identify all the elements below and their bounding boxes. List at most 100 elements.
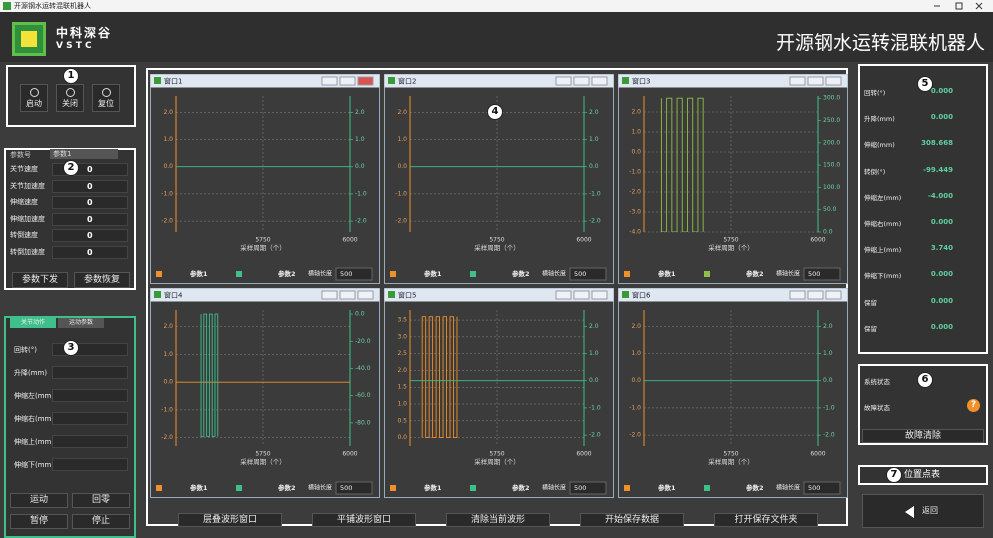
button[interactable]: 故障清除: [862, 429, 984, 443]
window-control[interactable]: [555, 290, 572, 300]
waveform-window: 窗口3 5750 6000 2.0 1.0 0.0 -1.0 -2.0 -3.0 -4.0 300.…: [618, 74, 848, 284]
state-label: 系统状态: [864, 378, 890, 386]
window-control[interactable]: [357, 76, 374, 86]
window-control[interactable]: [789, 290, 806, 300]
length-input[interactable]: [803, 481, 841, 495]
length-value: 500: [574, 484, 586, 492]
x-axis-label: 采样周期（个）: [474, 243, 520, 252]
button[interactable]: 清除当前波形: [446, 513, 550, 527]
window-controls[interactable]: [930, 0, 990, 12]
x-axis-label: 采样周期（个）: [240, 243, 286, 252]
y-tick-label: -2.0: [161, 218, 173, 225]
window-control[interactable]: [573, 76, 590, 86]
length-input[interactable]: [335, 267, 373, 281]
legend-swatch: [704, 485, 710, 491]
y-tick-label: -1.0: [161, 190, 173, 197]
button[interactable]: 关闭: [56, 84, 84, 112]
button[interactable]: 停止: [72, 514, 130, 529]
length-value: 500: [340, 484, 352, 492]
joint-input[interactable]: [52, 412, 128, 425]
legend-swatch: [390, 485, 396, 491]
button[interactable]: 层叠波形窗口: [178, 513, 282, 527]
waveform-window: 窗口4 5750 6000 2.0 1.0 0.0 -1.0 -2.0 0.0 -20.0 -40.…: [150, 288, 380, 498]
legend-swatch: [470, 485, 476, 491]
status-value: 0.000: [930, 322, 953, 331]
button[interactable]: 开始保存数据: [580, 513, 684, 527]
param-value: 0: [87, 198, 93, 207]
y2-tick-label: -1.0: [589, 190, 601, 197]
tab[interactable]: 运动参数: [58, 318, 104, 328]
y2-tick-label: 2.0: [589, 109, 599, 116]
button[interactable]: 参数恢复: [74, 272, 130, 288]
length-input[interactable]: [569, 267, 607, 281]
window-control[interactable]: [357, 290, 374, 300]
window-control[interactable]: [789, 76, 806, 86]
window-control[interactable]: [825, 290, 842, 300]
legend-label: 参数1: [424, 483, 442, 492]
length-input[interactable]: [803, 267, 841, 281]
button[interactable]: 返回: [862, 494, 984, 528]
window-control[interactable]: [339, 290, 356, 300]
length-value: 500: [808, 484, 820, 492]
y2-tick-label: -80.0: [355, 419, 371, 426]
joint-input[interactable]: [52, 389, 128, 402]
window-control[interactable]: [321, 76, 338, 86]
param-input[interactable]: 0: [52, 179, 128, 193]
status-label: 伸缩左(mm): [864, 193, 902, 202]
logo-name: 中科深谷: [56, 26, 113, 40]
param-input[interactable]: 0: [52, 212, 128, 226]
y-tick-label: 0.0: [163, 379, 173, 386]
param-value: 0: [87, 214, 93, 224]
window-control[interactable]: [591, 76, 608, 86]
badge: 4: [487, 104, 503, 120]
window-control[interactable]: [339, 76, 356, 86]
button[interactable]: 回零: [72, 493, 130, 508]
param-input[interactable]: 0: [52, 196, 128, 209]
x-tick-label: 5750: [489, 237, 504, 244]
window-icon: [154, 291, 161, 298]
button[interactable]: 平铺波形窗口: [312, 513, 416, 527]
y-tick-label: 3.0: [397, 333, 407, 340]
length-value: 500: [808, 270, 820, 278]
length-input[interactable]: [335, 481, 373, 495]
button[interactable]: 打开保存文件夹: [714, 513, 818, 527]
window-icon: [388, 77, 395, 84]
window-title: 窗口3: [632, 77, 650, 86]
y2-tick-label: 250.0: [823, 117, 840, 124]
button[interactable]: 复位: [92, 84, 120, 112]
joint-input[interactable]: [52, 458, 128, 471]
status-label: 伸缩右(mm): [864, 220, 902, 228]
window-title: 窗口6: [632, 291, 651, 300]
y-tick-label: 3.5: [397, 317, 407, 324]
window-control[interactable]: [321, 290, 338, 300]
status-value: 0.000: [930, 296, 953, 305]
window-control[interactable]: [807, 290, 824, 300]
param-input[interactable]: 0: [52, 245, 128, 259]
button[interactable]: 参数下发: [12, 272, 68, 288]
tab[interactable]: 关节动作: [10, 318, 56, 328]
point-table-button[interactable]: 位置点表: [904, 470, 941, 480]
y-tick-label: 2.0: [163, 109, 173, 116]
button[interactable]: 运动: [10, 493, 68, 508]
param-input[interactable]: 0: [52, 229, 128, 242]
button[interactable]: 暂停: [10, 514, 68, 529]
waveform-window: 窗口5 5750 6000 3.5 3.0 2.5 2.0 1.5 1.0 0.5 0.0 2.0 1.…: [384, 288, 614, 498]
window-control[interactable]: [555, 76, 572, 86]
length-input[interactable]: [569, 481, 607, 495]
y2-tick-label: 100.0: [823, 184, 840, 191]
badge: 3: [63, 340, 79, 356]
window-control[interactable]: [825, 76, 842, 86]
window-title: 窗口5: [398, 291, 416, 300]
joint-input[interactable]: [52, 435, 128, 448]
selector[interactable]: 参数1: [50, 149, 118, 159]
window-control[interactable]: [573, 290, 590, 300]
joint-input[interactable]: [52, 366, 128, 379]
legend-swatch: [704, 271, 710, 277]
panel: [858, 64, 988, 354]
window-control[interactable]: [591, 290, 608, 300]
window-control[interactable]: [807, 76, 824, 86]
y2-tick-label: -1.0: [355, 190, 367, 197]
param-label: 伸缩速度: [10, 198, 38, 206]
button[interactable]: 启动: [20, 84, 48, 112]
joint-label: 伸缩左(mm): [14, 392, 55, 400]
